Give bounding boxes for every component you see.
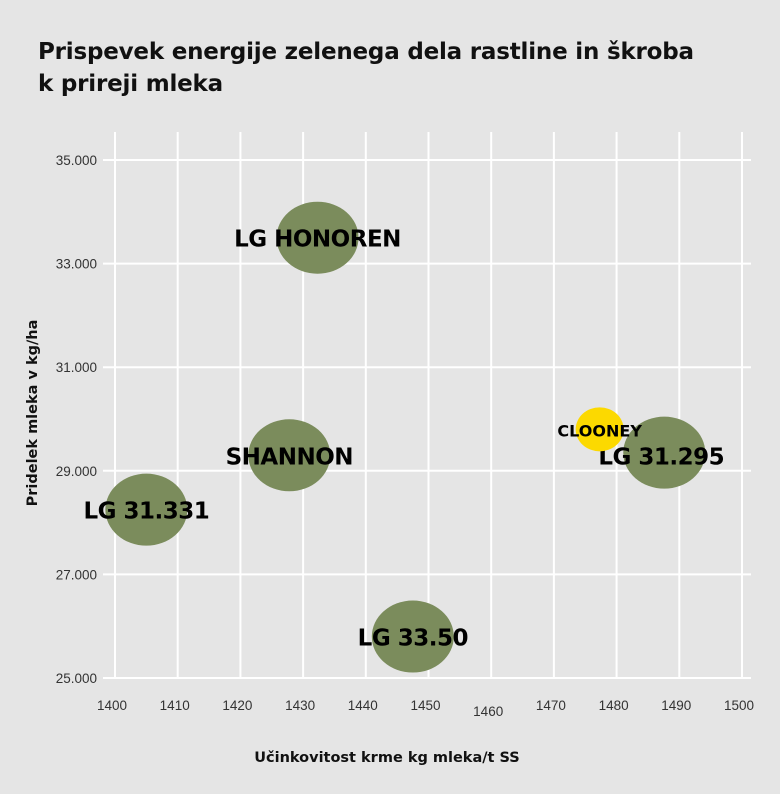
x-tick-label: 1440 <box>348 698 378 713</box>
data-point-label: LG HONOREN <box>234 227 401 253</box>
chart-title-line-1: Prispevek energije zelenega dela rastlin… <box>38 39 694 65</box>
chart-title-line-2: k prireji mleka <box>38 71 223 97</box>
y-axis-ticks: 25.000 27.000 29.000 31.000 33.000 35.000 <box>56 153 97 686</box>
x-tick-label: 1450 <box>410 698 440 713</box>
data-point-label: LG 31.295 <box>598 445 724 471</box>
data-points: LG HONOREN SHANNON LG 31.331 LG 33.50 LG 31.… <box>83 201 725 673</box>
data-point-label: SHANNON <box>226 444 353 470</box>
data-point: LG 33.50 <box>358 600 468 673</box>
data-point: LG 31.331 <box>83 473 210 546</box>
data-point-marker <box>575 407 624 452</box>
x-tick-label: 1470 <box>536 698 566 713</box>
data-point-label: LG 33.50 <box>358 626 468 652</box>
data-point: LG 31.295 <box>598 416 725 489</box>
y-tick-label: 33.000 <box>56 257 97 272</box>
x-tick-label: 1460 <box>473 704 503 719</box>
data-point-marker <box>276 201 359 274</box>
data-point: SHANNON <box>226 419 354 492</box>
y-axis-title: Pridelek mleka v kg/ha <box>25 320 41 507</box>
x-tick-label: 1410 <box>160 698 190 713</box>
y-tick-label: 29.000 <box>56 464 97 479</box>
data-point-marker <box>105 473 188 546</box>
x-axis-ticks: 1400 1410 1420 1430 1440 1450 1460 1470 1480 1490… <box>97 698 754 719</box>
x-tick-label: 1430 <box>285 698 315 713</box>
data-point-marker <box>248 419 331 492</box>
x-axis-title: Učinkovitost krme kg mleka/t SS <box>254 750 520 766</box>
data-point-label: LG 31.331 <box>83 499 209 525</box>
x-tick-label: 1420 <box>222 698 252 713</box>
data-point: LG HONOREN <box>234 201 401 274</box>
x-tick-label: 1490 <box>661 698 691 713</box>
y-tick-label: 27.000 <box>56 567 97 582</box>
x-tick-label: 1400 <box>97 698 127 713</box>
y-tick-label: 31.000 <box>56 360 97 375</box>
data-point-label: CLOONEY <box>557 421 642 440</box>
data-point: CLOONEY <box>557 407 642 452</box>
x-tick-label: 1500 <box>724 698 754 713</box>
data-point-marker <box>371 600 454 673</box>
y-tick-label: 35.000 <box>56 153 97 168</box>
y-tick-label: 25.000 <box>56 671 97 686</box>
chart-title: Prispevek energije zelenega dela rastlin… <box>38 36 758 100</box>
x-tick-label: 1480 <box>599 698 629 713</box>
data-point-marker <box>623 416 706 489</box>
grid <box>103 132 751 679</box>
